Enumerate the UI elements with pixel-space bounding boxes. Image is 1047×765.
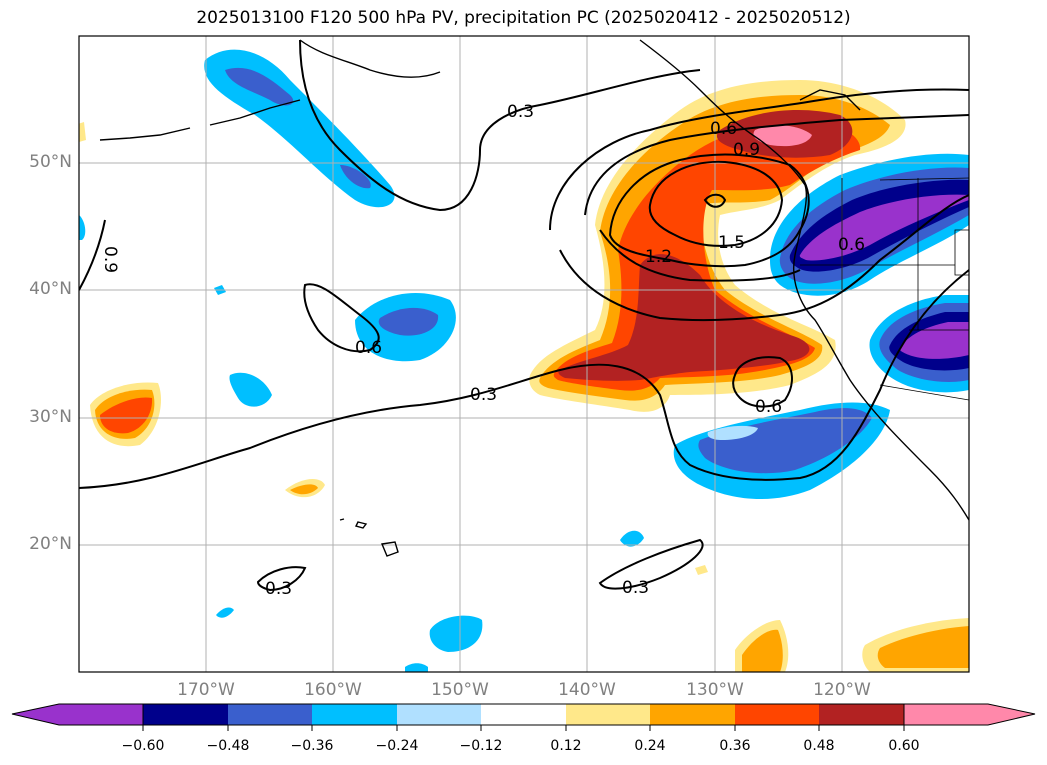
contour-label: 0.3 — [622, 578, 649, 598]
colorbar-tick-label: −0.48 — [206, 738, 250, 754]
contour-label: 0.9 — [100, 246, 120, 273]
colorbar-tick-label: −0.24 — [375, 738, 419, 754]
colorbar-tick-label: 0.60 — [888, 738, 920, 754]
map-frame — [78, 35, 970, 673]
pv-contour-0.9 — [584, 114, 969, 216]
precipitation-shading — [79, 49, 969, 672]
contour-label: 0.6 — [755, 397, 782, 417]
colorbar — [11, 703, 1036, 731]
colorbar-tick-label: −0.12 — [459, 738, 503, 754]
lon-label-120w: 120°W — [813, 680, 871, 700]
pv-contour-1.2 — [608, 153, 810, 268]
pv-contour-0.3-main — [79, 269, 969, 489]
contour-label: 0.6 — [355, 338, 382, 358]
negative-precip-core-aleutian — [225, 67, 294, 106]
pv-contour-0.6-mid — [303, 283, 380, 353]
contour-label: 0.3 — [507, 102, 534, 122]
lat-label-20n: 20°N — [29, 534, 72, 554]
colorbar-tick-label: 0.24 — [634, 738, 666, 754]
lon-label-160w: 160°W — [304, 680, 362, 700]
contour-label: 0.3 — [470, 385, 497, 405]
pv-contour-0.6-south — [732, 356, 793, 408]
pv-contour-0.3-north — [299, 39, 701, 212]
pv-contour-1.5 — [648, 160, 784, 247]
contour-label: 0.3 — [265, 579, 292, 599]
lat-label-30n: 30°N — [29, 407, 72, 427]
contour-labels: 0.3 0.3 0.3 0.3 0.6 0.6 0.6 0.6 0.9 0.9 … — [100, 102, 865, 599]
lon-label-170w: 170°W — [177, 680, 235, 700]
lat-label-40n: 40°N — [29, 279, 72, 299]
coastlines — [99, 39, 969, 557]
contour-label: 0.6 — [710, 119, 737, 139]
lon-label-150w: 150°W — [431, 680, 489, 700]
colorbar-tick-label: 0.48 — [803, 738, 835, 754]
colorbar-tick-label: 0.36 — [719, 738, 751, 754]
pv-contour-0.6-main — [549, 88, 969, 231]
contour-label: 0.6 — [838, 235, 865, 255]
colorbar-tick-label: −0.36 — [290, 738, 334, 754]
colorbar-tick-label: −0.60 — [121, 738, 165, 754]
lat-label-50n: 50°N — [29, 152, 72, 172]
pv-contour-0.3-se — [598, 538, 704, 590]
contour-label: 1.5 — [718, 233, 745, 253]
contour-label: 0.9 — [733, 140, 760, 160]
pv-contours — [79, 39, 969, 592]
colorbar-tick-label: 0.12 — [550, 738, 582, 754]
pv-contour-0.9-west — [79, 219, 106, 291]
lon-label-140w: 140°W — [558, 680, 616, 700]
contour-label: 1.2 — [645, 247, 672, 267]
pv-contour-0.3-sw — [256, 566, 307, 592]
lon-label-130w: 130°W — [686, 680, 744, 700]
gridlines — [79, 36, 969, 672]
map-title: 2025013100 F120 500 hPa PV, precipitatio… — [196, 8, 851, 28]
